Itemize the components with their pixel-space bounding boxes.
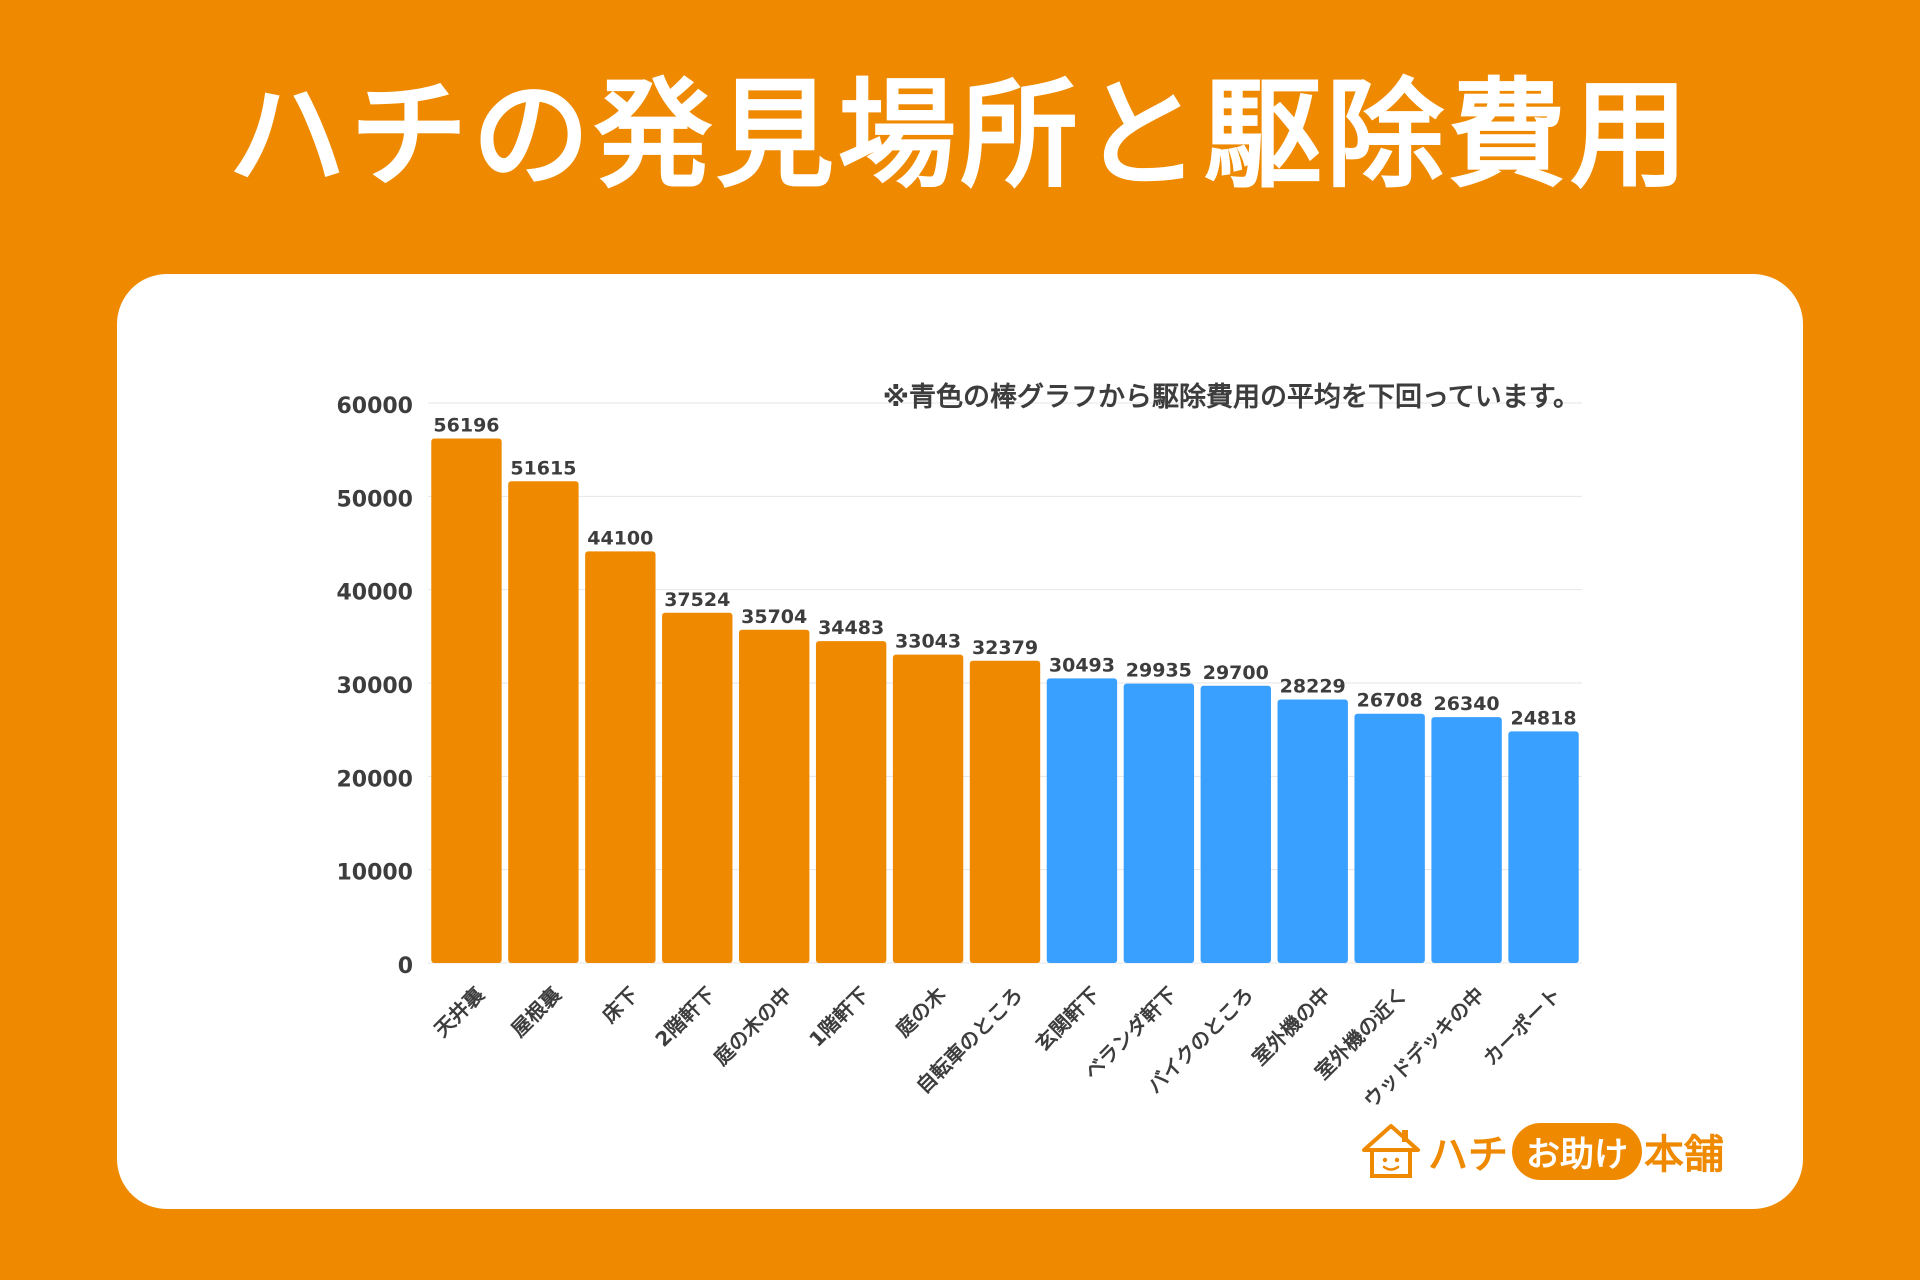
y-tick-label: 60000 [336, 394, 413, 419]
x-tick-label: 2階軒下 [650, 982, 719, 1051]
data-labels: 56196 51615 44100 37524 35704 34483 33043 32379… [433, 415, 1576, 730]
page-title: ハチの発見場所と駆除費用 [227, 66, 1692, 204]
data-label: 33043 [895, 631, 961, 653]
x-tick-label: 庭の木の中 [709, 982, 797, 1070]
data-label: 37524 [664, 589, 730, 611]
data-label: 29935 [1126, 660, 1192, 682]
brand-name-hachi: ハチ [1428, 1132, 1508, 1178]
x-tick-label: 玄関軒下 [1031, 982, 1105, 1056]
bar-7 [892, 654, 964, 963]
bar-9 [1046, 678, 1118, 963]
data-label: 35704 [741, 606, 807, 628]
bar-14 [1431, 717, 1502, 963]
data-label: 56196 [433, 415, 499, 437]
y-axis-ticks: 0 10000 20000 30000 40000 50000 60000 [336, 394, 413, 979]
y-tick-label: 50000 [336, 487, 413, 512]
data-label: 26340 [1434, 693, 1500, 715]
x-tick-label: 天井裏 [429, 982, 489, 1042]
bar-15 [1508, 731, 1579, 963]
data-label: 32379 [972, 637, 1038, 659]
bar-4 [662, 612, 733, 963]
y-tick-label: 40000 [336, 581, 413, 606]
bar-11 [1200, 685, 1271, 963]
data-label: 28229 [1280, 676, 1346, 698]
y-tick-label: 10000 [336, 861, 413, 886]
x-tick-label: 屋根裏 [506, 982, 566, 1042]
x-tick-label: 庭の木 [891, 982, 951, 1042]
bar-12 [1277, 699, 1348, 963]
data-label: 30493 [1049, 654, 1115, 676]
x-tick-label: 1階軒下 [804, 982, 873, 1051]
bars [431, 438, 1579, 963]
brand-name-otasuke: お助け [1512, 1122, 1642, 1180]
x-tick-label: カーポート [1478, 982, 1566, 1070]
data-label: 51615 [510, 457, 576, 479]
bar-13 [1354, 713, 1425, 963]
y-tick-label: 30000 [336, 674, 413, 699]
bar-5 [739, 629, 810, 963]
y-tick-label: 0 [398, 954, 413, 979]
chart-annotation: ※青色の棒グラフから駆除費用の平均を下回っています。 [882, 382, 1580, 413]
data-label: 44100 [587, 527, 653, 549]
bar-10 [1123, 683, 1195, 963]
bar-6 [815, 641, 887, 963]
bar-8 [969, 660, 1041, 963]
bar-3 [585, 551, 656, 963]
brand-logo: ハチ お助け 本舗 [1358, 1120, 1724, 1182]
data-label: 26708 [1357, 690, 1423, 712]
data-label: 34483 [818, 617, 884, 639]
brand-name-honpo: 本舗 [1644, 1132, 1724, 1178]
bar-1 [431, 438, 502, 963]
data-label: 29700 [1203, 662, 1269, 684]
x-tick-label: 床下 [597, 982, 642, 1027]
data-label: 24818 [1510, 707, 1576, 729]
bar-2 [508, 481, 579, 963]
y-tick-label: 20000 [336, 767, 413, 792]
house-icon [1362, 1124, 1420, 1178]
